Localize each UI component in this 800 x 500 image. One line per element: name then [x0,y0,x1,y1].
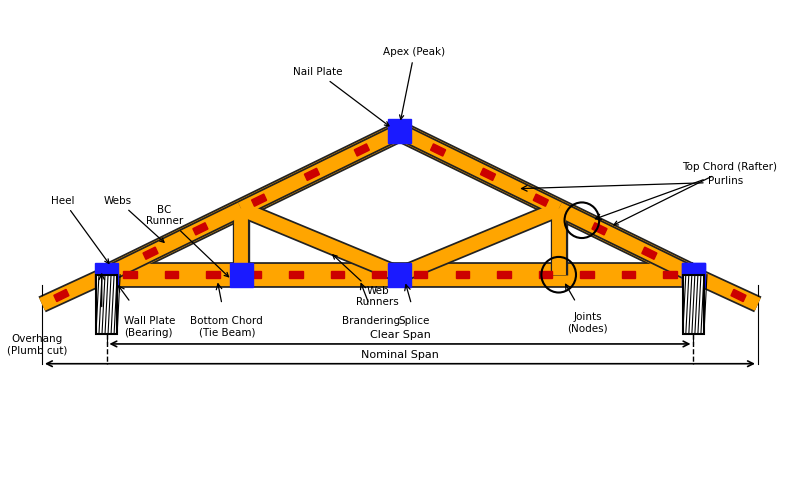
Bar [331,272,344,278]
Bar [290,272,303,278]
Bar [497,272,510,278]
Text: Webs: Webs [104,196,164,242]
Bar [430,144,446,156]
Bar [143,247,158,260]
Bar [165,272,178,278]
Bar [248,272,262,278]
Bar [538,272,552,278]
Bar [230,263,253,286]
Bar [373,272,386,278]
Bar [534,194,548,206]
Text: Web
Runners: Web Runners [333,255,399,308]
Bar [54,290,69,302]
Text: Overhang
(Plumb cut): Overhang (Plumb cut) [7,334,67,355]
Text: Heel: Heel [51,196,109,264]
Bar [622,272,635,278]
Text: Bottom Chord
(Tie Beam): Bottom Chord (Tie Beam) [190,316,263,338]
Text: Top Chord (Rafter): Top Chord (Rafter) [614,162,778,225]
Bar [580,272,594,278]
Bar [389,263,411,286]
Bar [455,272,469,278]
Bar [682,263,705,286]
Bar [592,222,607,235]
Text: Wall Plate
(Bearing): Wall Plate (Bearing) [124,316,175,338]
Bar [354,144,370,156]
Bar [95,263,118,286]
Bar [682,274,704,334]
Bar [389,120,411,143]
Text: Nail Plate: Nail Plate [293,67,389,126]
Bar [123,272,137,278]
Bar [251,194,266,206]
Bar [682,263,705,286]
Text: Apex (Peak): Apex (Peak) [383,47,446,120]
Text: Clear Span: Clear Span [370,330,430,340]
Text: Purlins: Purlins [708,176,743,186]
Bar [206,272,220,278]
Text: Brandering: Brandering [342,316,400,326]
Text: Joints
(Nodes): Joints (Nodes) [567,312,608,334]
Bar [304,168,319,180]
Text: BC
Runner: BC Runner [146,204,229,277]
Bar [414,272,427,278]
Text: Splice: Splice [398,316,430,326]
Bar [481,168,495,180]
Bar [96,274,117,334]
Bar [663,272,677,278]
Bar [193,222,208,235]
Bar [731,290,746,302]
Text: Nominal Span: Nominal Span [361,350,439,360]
Bar [642,247,657,260]
